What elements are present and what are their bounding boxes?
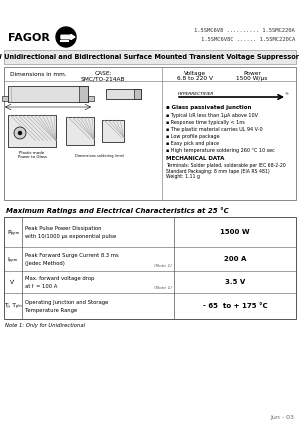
Text: ▪ Response time typically < 1ns: ▪ Response time typically < 1ns: [166, 120, 245, 125]
Bar: [4, 217, 296, 319]
Text: at Iⁱ = 100 A: at Iⁱ = 100 A: [25, 284, 57, 289]
Text: Pₚₚₘ: Pₚₚₘ: [7, 230, 19, 235]
Bar: [106, 89, 141, 99]
Bar: [2, 96, 8, 101]
Text: Peak Pulse Power Dissipation: Peak Pulse Power Dissipation: [25, 226, 101, 231]
Text: 1500 W: 1500 W: [220, 229, 250, 235]
Text: - 65  to + 175 °C: - 65 to + 175 °C: [203, 303, 267, 309]
Text: SMC/TO-214AB: SMC/TO-214AB: [81, 76, 125, 81]
Bar: [4, 67, 296, 200]
Text: ®: ®: [284, 92, 288, 96]
Text: Operating Junction and Storage: Operating Junction and Storage: [25, 300, 108, 305]
Circle shape: [18, 131, 22, 135]
Text: (Jedec Method): (Jedec Method): [25, 261, 65, 266]
Text: 200 A: 200 A: [224, 256, 246, 262]
Text: Iₚₚₘ: Iₚₚₘ: [8, 257, 18, 261]
Bar: [4, 50, 296, 64]
Bar: [8, 115, 56, 147]
Circle shape: [56, 27, 76, 47]
Text: MECHANICAL DATA: MECHANICAL DATA: [166, 156, 224, 161]
Text: FAGOR: FAGOR: [8, 33, 50, 43]
Text: 3.5 V: 3.5 V: [225, 279, 245, 285]
Text: Maximum Ratings and Electrical Characteristics at 25 °C: Maximum Ratings and Electrical Character…: [6, 207, 229, 215]
Text: Jun - 03: Jun - 03: [270, 415, 294, 420]
Text: (Note 1): (Note 1): [154, 286, 172, 290]
Text: 1500 W Unidirectional and Bidirectional Surface Mounted Transient Voltage Suppre: 1500 W Unidirectional and Bidirectional …: [0, 54, 300, 60]
Text: Terminals: Solder plated, solderable per IEC 68-2-20: Terminals: Solder plated, solderable per…: [166, 163, 286, 168]
Text: ▪ The plastic material carries UL 94 V-0: ▪ The plastic material carries UL 94 V-0: [166, 127, 262, 132]
Text: 1500 W/μs: 1500 W/μs: [236, 76, 268, 81]
Text: ▪ Easy pick and place: ▪ Easy pick and place: [166, 141, 219, 146]
Bar: [102, 120, 124, 142]
Text: HYPERRECTIFIER: HYPERRECTIFIER: [178, 92, 214, 96]
Text: Vⁱ: Vⁱ: [11, 280, 16, 284]
Text: Note 1: Only for Unidirectional: Note 1: Only for Unidirectional: [5, 323, 85, 328]
Text: Voltage: Voltage: [184, 71, 206, 76]
Text: Weight: 1.11 g: Weight: 1.11 g: [166, 174, 200, 179]
Text: 6.8 to 220 V: 6.8 to 220 V: [177, 76, 213, 81]
Text: with 10/1000 μs exponential pulse: with 10/1000 μs exponential pulse: [25, 234, 116, 239]
Text: ▪ Low profile package: ▪ Low profile package: [166, 134, 220, 139]
FancyArrow shape: [61, 34, 75, 40]
Text: (Note 1): (Note 1): [154, 264, 172, 268]
Text: ▪ High temperature soldering 260 °C 10 sec: ▪ High temperature soldering 260 °C 10 s…: [166, 148, 275, 153]
Text: Peak Forward Surge Current 8.3 ms: Peak Forward Surge Current 8.3 ms: [25, 253, 119, 258]
Text: Dimensions soldering (mm): Dimensions soldering (mm): [75, 154, 125, 158]
Bar: [88, 96, 94, 101]
Text: Dimensions in mm.: Dimensions in mm.: [10, 71, 67, 76]
Bar: [134, 89, 141, 99]
Circle shape: [14, 127, 26, 139]
Bar: [66, 117, 94, 145]
Bar: [8, 86, 88, 102]
Text: Power to Glass: Power to Glass: [17, 155, 46, 159]
Text: ▪ Typical I₂R less than 1μA above 10V: ▪ Typical I₂R less than 1μA above 10V: [166, 113, 258, 118]
Text: Power: Power: [243, 71, 261, 76]
Text: Max. forward voltage drop: Max. forward voltage drop: [25, 276, 94, 281]
Text: Temperature Range: Temperature Range: [25, 308, 77, 313]
Bar: [79, 86, 88, 102]
Text: 1.5SMC6V8C ...... 1.5SMC220CA: 1.5SMC6V8C ...... 1.5SMC220CA: [201, 37, 295, 42]
Text: ▪ Glass passivated junction: ▪ Glass passivated junction: [166, 105, 251, 110]
Text: 1.5SMC6V8 .......... 1.5SMC220A: 1.5SMC6V8 .......... 1.5SMC220A: [194, 28, 295, 32]
Text: Plastic mode: Plastic mode: [20, 151, 45, 155]
Text: Standard Packaging: 8 mm tape (EIA RS 481): Standard Packaging: 8 mm tape (EIA RS 48…: [166, 168, 270, 173]
Text: CASE:: CASE:: [94, 71, 112, 76]
Text: Tⱼ, Tₚₗₙ: Tⱼ, Tₚₗₙ: [4, 303, 22, 309]
